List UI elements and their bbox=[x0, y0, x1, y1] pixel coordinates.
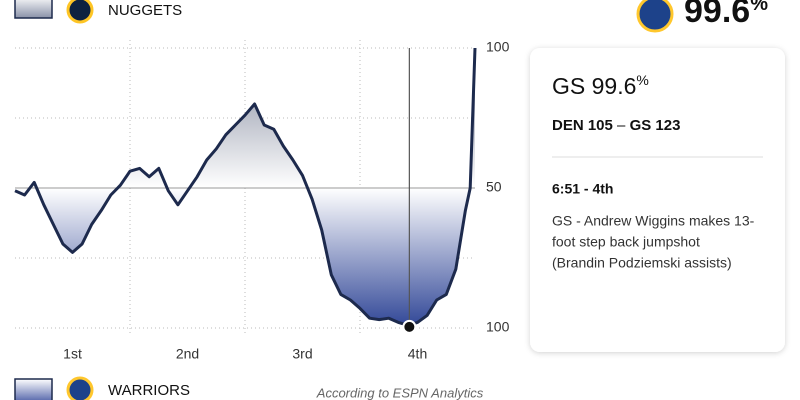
header-prob: 99.6% bbox=[684, 0, 768, 30]
legend-swatch bbox=[14, 378, 53, 400]
legend-swatch bbox=[14, 0, 53, 19]
x-tick-label: 1st bbox=[63, 346, 82, 362]
x-tick-label: 2nd bbox=[176, 346, 199, 362]
nuggets-logo bbox=[66, 0, 94, 24]
card-unit: % bbox=[636, 72, 648, 88]
y-tick-label: 100 bbox=[486, 39, 510, 55]
card-prob: GS 99.6% bbox=[552, 72, 649, 99]
win-area bbox=[15, 48, 475, 326]
play-text: (Brandin Podziemski assists) bbox=[552, 255, 732, 271]
card-team: GS bbox=[552, 73, 585, 99]
legend-label: WARRIORS bbox=[108, 382, 190, 399]
current-marker bbox=[402, 319, 417, 334]
info-card bbox=[530, 48, 785, 352]
plot: 100 50 100 1st 2nd 3rd 4th bbox=[14, 39, 510, 362]
card-score: DEN 105 – GS 123 bbox=[552, 117, 680, 134]
warriors-logo bbox=[66, 376, 94, 400]
score-dash: – bbox=[617, 117, 626, 134]
score-home: GS 123 bbox=[630, 117, 681, 134]
legend-label: NUGGETS bbox=[108, 2, 182, 19]
y-tick-label: 100 bbox=[486, 319, 510, 335]
x-tick-label: 3rd bbox=[292, 346, 312, 362]
play-text: foot step back jumpshot bbox=[552, 234, 700, 250]
x-tick-label: 4th bbox=[408, 346, 427, 362]
warriors-logo bbox=[636, 0, 674, 33]
play-text: GS - Andrew Wiggins makes 13- bbox=[552, 213, 755, 229]
card-value: 99.6 bbox=[592, 73, 637, 99]
score-away: DEN 105 bbox=[552, 117, 613, 134]
header-unit: % bbox=[750, 0, 768, 15]
y-tick-label: 50 bbox=[486, 179, 502, 195]
play-time: 6:51 - 4th bbox=[552, 181, 613, 197]
header-value: 99.6 bbox=[684, 0, 750, 30]
source-note: According to ESPN Analytics bbox=[316, 385, 484, 400]
